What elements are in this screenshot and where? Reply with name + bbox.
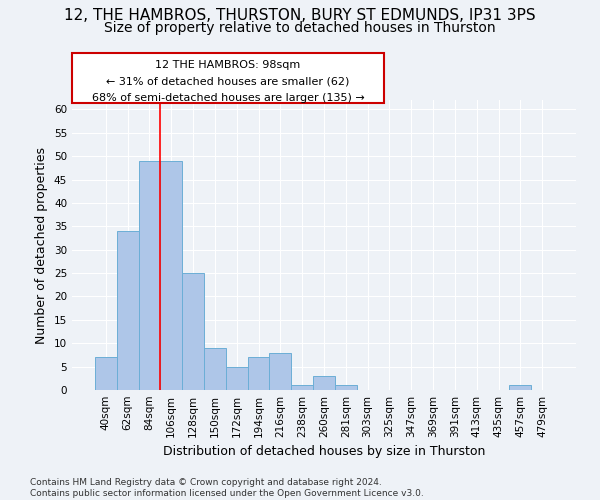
Bar (204, 348, 226, 390)
Bar (139, 161, 160, 390)
Bar (335, 386, 357, 390)
Y-axis label: Number of detached properties: Number of detached properties (35, 146, 49, 344)
Bar (160, 161, 182, 390)
Text: ← 31% of detached houses are smaller (62): ← 31% of detached houses are smaller (62… (106, 76, 350, 86)
Bar (313, 376, 335, 390)
Text: Contains HM Land Registry data © Crown copyright and database right 2024.
Contai: Contains HM Land Registry data © Crown c… (30, 478, 424, 498)
Text: Size of property relative to detached houses in Thurston: Size of property relative to detached ho… (104, 21, 496, 35)
X-axis label: Distribution of detached houses by size in Thurston: Distribution of detached houses by size … (163, 446, 485, 458)
Text: 68% of semi-detached houses are larger (135) →: 68% of semi-detached houses are larger (… (92, 93, 364, 103)
Text: 12, THE HAMBROS, THURSTON, BURY ST EDMUNDS, IP31 3PS: 12, THE HAMBROS, THURSTON, BURY ST EDMUN… (64, 8, 536, 22)
Bar (182, 273, 204, 390)
Bar (509, 386, 531, 390)
Bar (269, 352, 291, 390)
Bar (95, 358, 117, 390)
Text: 12 THE HAMBROS: 98sqm: 12 THE HAMBROS: 98sqm (155, 60, 301, 70)
Bar (117, 231, 139, 390)
Bar (248, 358, 269, 390)
Bar (226, 366, 248, 390)
Bar (291, 386, 313, 390)
